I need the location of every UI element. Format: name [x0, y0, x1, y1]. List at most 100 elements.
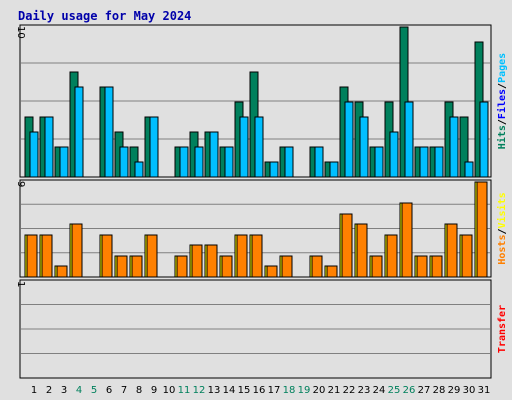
panel-visits-hosts: 9 Hosts/Visits [15, 179, 508, 278]
x-tick-day-31: 31 [478, 385, 491, 396]
bar-hosts-day-13 [206, 244, 218, 278]
x-tick-day-29: 29 [448, 385, 461, 396]
bar-files-day-1 [29, 131, 39, 178]
x-tick-day-21: 21 [328, 385, 341, 396]
y-max-label: 9 [15, 181, 26, 187]
x-tick-day-19: 19 [298, 385, 311, 396]
x-tick-day-30: 30 [463, 385, 476, 396]
bar-files-day-29 [449, 116, 459, 178]
bar-hosts-day-27 [416, 255, 428, 278]
bar-hosts-day-2 [41, 234, 53, 278]
bar-files-day-13 [209, 131, 219, 178]
bar-hosts-day-23 [356, 223, 368, 278]
bar-hosts-day-26 [401, 202, 413, 278]
x-tick-day-28: 28 [433, 385, 446, 396]
x-tick-day-5: 5 [91, 385, 97, 396]
x-tick-day-27: 27 [418, 385, 431, 396]
bar-hosts-day-31 [476, 181, 488, 278]
x-tick-day-3: 3 [61, 385, 67, 396]
x-tick-day-9: 9 [151, 385, 157, 396]
bar-hosts-day-22 [341, 213, 353, 278]
side-label-part: / [497, 119, 508, 125]
bar-hosts-day-30 [461, 234, 473, 278]
x-tick-day-4: 4 [76, 385, 82, 396]
bar-files-day-12 [194, 146, 204, 178]
x-tick-day-12: 12 [193, 385, 206, 396]
bar-files-day-20 [314, 146, 324, 178]
bar-files-day-7 [119, 146, 129, 178]
x-tick-day-14: 14 [223, 385, 236, 396]
bar-files-day-8 [134, 161, 144, 178]
bar-hosts-day-8 [131, 255, 143, 278]
bar-files-day-23 [359, 116, 369, 178]
x-tick-day-13: 13 [208, 385, 221, 396]
side-label-part: Hosts [497, 235, 508, 265]
bar-files-day-22 [344, 101, 354, 178]
x-tick-day-7: 7 [121, 385, 127, 396]
x-tick-day-11: 11 [178, 385, 191, 396]
y-max-label: 1 [15, 281, 26, 287]
bar-hosts-day-16 [251, 234, 263, 278]
side-label-part: Pages [497, 53, 508, 83]
x-tick-day-15: 15 [238, 385, 251, 396]
x-tick-day-1: 1 [31, 385, 37, 396]
bar-files-day-4 [74, 86, 84, 178]
side-label-part: / [497, 228, 508, 234]
y-max-label: 10 [15, 26, 26, 39]
x-tick-day-18: 18 [283, 385, 296, 396]
x-tick-day-6: 6 [106, 385, 112, 396]
bar-files-day-31 [479, 101, 489, 178]
bar-files-day-6 [104, 86, 114, 178]
bar-files-day-25 [389, 131, 399, 178]
side-label-part: Visits [496, 192, 508, 228]
side-label: Hits/Files/Pages [496, 53, 508, 149]
side-label: Hosts/Visits [496, 192, 508, 264]
bar-hosts-day-21 [326, 265, 338, 278]
x-tick-day-22: 22 [343, 385, 356, 396]
bar-files-day-15 [239, 116, 249, 178]
bar-hosts-day-11 [176, 255, 188, 278]
x-tick-day-8: 8 [136, 385, 142, 396]
bar-files-day-26 [404, 101, 414, 178]
bar-files-day-9 [149, 116, 159, 178]
bar-files-day-21 [329, 161, 339, 178]
x-tick-day-17: 17 [268, 385, 281, 396]
x-axis-labels: 1 2 3 4 5 6 7 8 9 10 11 12 13 14 15 16 17 18 19 20 21 22 23 24 2… [31, 385, 491, 396]
bar-hosts-day-28 [431, 255, 443, 278]
bar-hosts-day-3 [56, 265, 68, 278]
bar-hosts-day-6 [101, 234, 113, 278]
bar-files-day-30 [464, 161, 474, 178]
bar-hosts-day-15 [236, 234, 248, 278]
bar-files-day-18 [284, 146, 294, 178]
side-label-part: Files [496, 89, 508, 119]
bar-hosts-day-18 [281, 255, 293, 278]
x-tick-day-20: 20 [313, 385, 326, 396]
bar-files-day-11 [179, 146, 189, 178]
bar-files-day-28 [434, 146, 444, 178]
side-label: Transfer [497, 305, 508, 353]
bar-files-day-27 [419, 146, 429, 178]
x-tick-day-16: 16 [253, 385, 266, 396]
bar-hosts-day-4 [71, 223, 83, 278]
bar-files-day-24 [374, 146, 384, 178]
chart-title: Daily usage for May 2024 [18, 9, 191, 23]
side-label-part: Transfer [497, 305, 508, 353]
panel-transfer: 1 Transfer [15, 279, 508, 379]
bar-files-day-16 [254, 116, 264, 178]
bar-hosts-day-1 [26, 234, 38, 278]
bar-hosts-day-12 [191, 244, 203, 278]
bar-hosts-day-17 [266, 265, 278, 278]
side-label-part: / [497, 83, 508, 89]
bar-files-day-14 [224, 146, 234, 178]
x-tick-day-10: 10 [163, 385, 176, 396]
side-label-part: Hits [496, 125, 508, 149]
x-tick-day-2: 2 [46, 385, 52, 396]
bar-hosts-day-9 [146, 234, 158, 278]
x-tick-day-25: 25 [388, 385, 401, 396]
bar-hosts-day-29 [446, 223, 458, 278]
bar-hosts-day-20 [311, 255, 323, 278]
bar-hosts-day-25 [386, 234, 398, 278]
